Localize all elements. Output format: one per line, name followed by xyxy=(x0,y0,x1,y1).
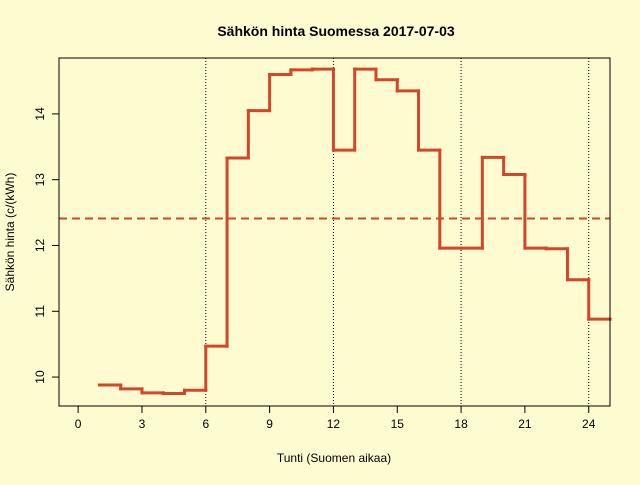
y-tick-label: 14 xyxy=(33,107,47,121)
x-tick-label: 6 xyxy=(202,417,209,431)
chart-title: Sähkön hinta Suomessa 2017-07-03 xyxy=(217,23,455,39)
x-axis-label: Tunti (Suomen aikaa) xyxy=(277,451,391,465)
x-tick-label: 18 xyxy=(454,417,468,431)
y-axis-label: Sähkön hinta (c/(kWh) xyxy=(3,173,17,292)
x-tick-label: 0 xyxy=(75,417,82,431)
x-tick-label: 21 xyxy=(518,417,532,431)
plot-frame xyxy=(58,57,611,407)
y-tick-label: 10 xyxy=(33,370,47,384)
plot-area xyxy=(59,58,612,406)
y-tick-label: 13 xyxy=(33,173,47,187)
y-tick-label: 12 xyxy=(33,238,47,252)
x-tick-label: 9 xyxy=(266,417,273,431)
x-tick-label: 12 xyxy=(327,417,341,431)
x-tick-label: 24 xyxy=(582,417,596,431)
price-series xyxy=(97,67,612,396)
x-tick-label: 15 xyxy=(391,417,405,431)
axes: 0 3 6 9 12 15 18 21 24 10 11 12 13 14 xyxy=(33,107,596,431)
y-tick-label: 11 xyxy=(33,305,47,318)
x-tick-label: 3 xyxy=(139,417,146,431)
